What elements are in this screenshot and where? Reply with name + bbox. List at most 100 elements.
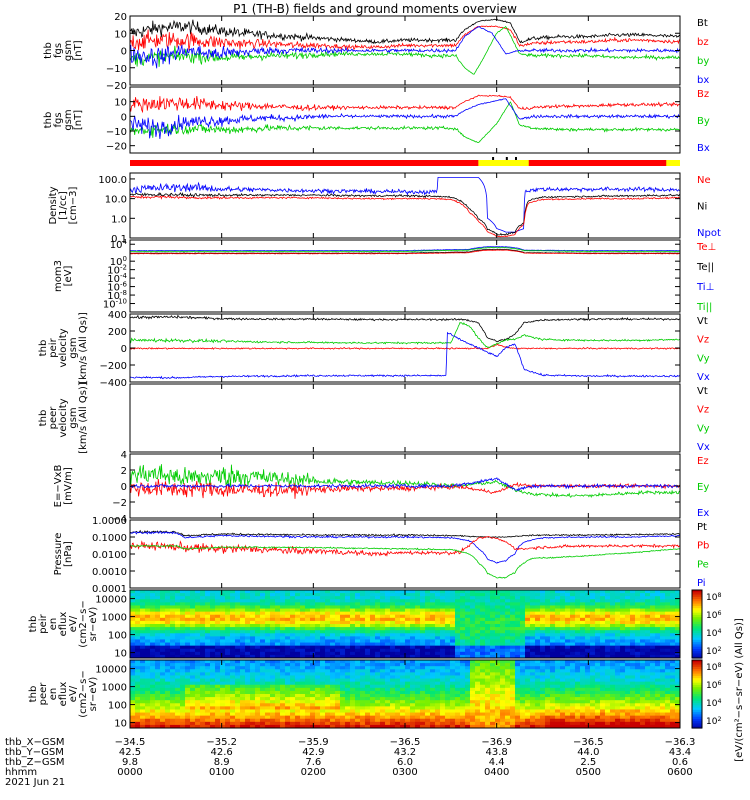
spectrogram-cell	[225, 633, 231, 637]
spectrogram-cell	[255, 663, 261, 667]
colorbar-cell	[692, 630, 702, 634]
spectrogram-cell	[390, 596, 396, 600]
spectrogram-cell	[255, 709, 261, 714]
spectrogram-cell	[265, 593, 271, 597]
spectrogram-cell	[220, 675, 226, 680]
spectrogram-cell	[385, 651, 391, 656]
ytick-label: −10	[106, 64, 127, 75]
spectrogram-cell	[335, 690, 341, 695]
spectrogram-cell	[275, 703, 281, 707]
spectrogram-cell	[230, 627, 236, 631]
spectrogram-cell	[305, 675, 311, 680]
spectrogram-cell	[320, 697, 326, 701]
spectrogram-cell	[645, 605, 651, 610]
ylabel-line: [km/s (All Qs)]	[78, 312, 89, 384]
spectrogram-cell	[465, 599, 471, 603]
spectrogram-cell	[320, 599, 326, 603]
spectrogram-cell	[555, 684, 561, 689]
spectrogram-cell	[575, 700, 581, 704]
spectrogram-cell	[590, 620, 596, 625]
spectrogram-cell	[235, 651, 241, 656]
spectrogram-cell	[375, 599, 381, 603]
spectrogram-cell	[425, 660, 431, 664]
spectrogram-cell	[425, 690, 431, 695]
ytick-label-base: 10	[103, 300, 116, 311]
spectrogram-cell	[140, 605, 146, 610]
spectrogram-cell	[250, 703, 256, 707]
spectrogram-cell	[590, 614, 596, 619]
spectrogram-cell	[435, 694, 441, 698]
spectrogram-cell	[335, 697, 341, 701]
spectrogram-cell	[375, 620, 381, 625]
spectrogram-cell	[210, 687, 216, 692]
spectrogram-cell	[455, 672, 461, 677]
spectrogram-cell	[425, 617, 431, 622]
spectrogram-cell	[145, 602, 151, 607]
spectrogram-cell	[325, 703, 331, 707]
spectrogram-cell	[535, 627, 541, 631]
spectrogram-cell	[510, 633, 516, 637]
spectrogram-cell	[630, 602, 636, 607]
spectrogram-cell	[500, 608, 506, 613]
spectrogram-cell	[455, 681, 461, 686]
spectrogram-cell	[625, 639, 631, 644]
spectrogram-cell	[600, 599, 606, 603]
spectrogram-cell	[575, 678, 581, 683]
spectrogram-cell	[190, 678, 196, 683]
spectrogram-cell	[610, 715, 616, 720]
spectrogram-cell	[400, 605, 406, 610]
spectrogram-cell	[655, 633, 661, 637]
colorbar-frame	[691, 589, 703, 659]
spectrogram-cell	[145, 651, 151, 656]
spectrogram-cell	[140, 666, 146, 670]
spectrogram-cell	[640, 645, 646, 650]
spectrogram-cell	[420, 721, 426, 726]
spectrogram-cell	[260, 611, 266, 616]
spectrogram-cell	[455, 602, 461, 607]
spectrogram-cell	[475, 642, 481, 647]
spectrogram-cell	[360, 687, 366, 692]
spectrogram-cell	[340, 724, 346, 728]
spectrogram-cell	[145, 675, 151, 680]
ytick-label: 20	[114, 12, 127, 23]
spectrogram-cell	[290, 712, 296, 717]
spectrogram-cell	[135, 660, 141, 664]
spectrogram-cell	[450, 681, 456, 686]
spectrogram-cell	[215, 605, 221, 610]
spectrogram-cell	[585, 706, 591, 711]
spectrogram-cell	[505, 675, 511, 680]
spectrogram-cell	[150, 645, 156, 650]
spectrogram-cell	[525, 620, 531, 625]
spectrogram-cell	[585, 611, 591, 616]
colorbar-cell	[692, 619, 702, 623]
spectrogram-cell	[150, 663, 156, 667]
spectrogram-cell	[285, 633, 291, 637]
spectrogram-cell	[310, 590, 316, 594]
spectrogram-cell	[525, 675, 531, 680]
spectrogram-cell	[385, 602, 391, 607]
spectrogram-cell	[255, 666, 261, 670]
spectrogram-cell	[265, 687, 271, 692]
spectrogram-cell	[165, 663, 171, 667]
spectrogram-cell	[215, 672, 221, 677]
spectrogram-cell	[445, 709, 451, 714]
spectrogram-cell	[230, 718, 236, 723]
spectrogram-cell	[320, 690, 326, 695]
spectrogram-cell	[175, 706, 181, 711]
spectrogram-cell	[455, 648, 461, 653]
spectrogram-cell	[595, 721, 601, 726]
spectrogram-cell	[135, 709, 141, 714]
spectrogram-cell	[475, 660, 481, 664]
spectrogram-cell	[310, 633, 316, 637]
spectrogram-cell	[390, 645, 396, 650]
spectrogram-cell	[145, 617, 151, 622]
spectrogram-cell	[170, 706, 176, 711]
spectrogram-cell	[560, 633, 566, 637]
spectrogram-cell	[310, 624, 316, 628]
spectrogram-cell	[655, 654, 661, 658]
spectrogram-cell	[435, 651, 441, 656]
spectrogram-cell	[630, 620, 636, 625]
spectrogram-cell	[550, 602, 556, 607]
spectrogram-cell	[420, 608, 426, 613]
spectrogram-cell	[595, 697, 601, 701]
